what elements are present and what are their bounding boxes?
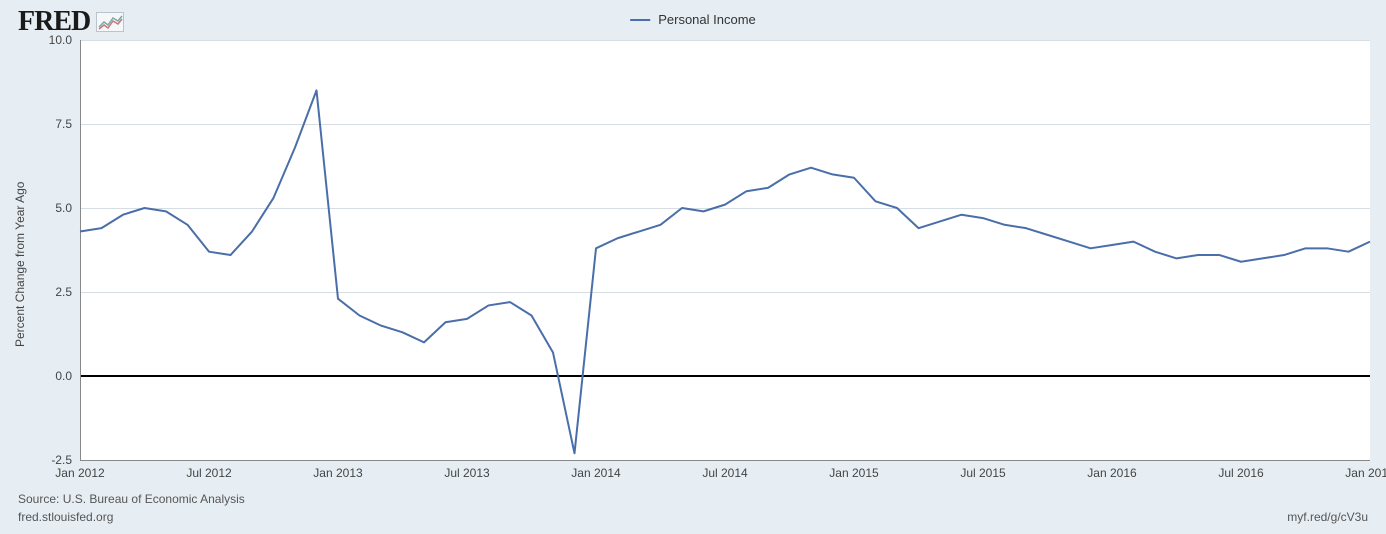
x-tick-label: Jan 2014 xyxy=(566,466,626,480)
x-tick-label: Jan 2015 xyxy=(824,466,884,480)
legend-line-swatch xyxy=(630,19,650,21)
source-text: Source: U.S. Bureau of Economic Analysis xyxy=(18,492,245,506)
y-tick-label: 7.5 xyxy=(32,117,72,131)
y-tick-label: 5.0 xyxy=(32,201,72,215)
gridline xyxy=(80,292,1370,293)
x-tick-label: Jul 2012 xyxy=(179,466,239,480)
x-tick-label: Jan 2016 xyxy=(1082,466,1142,480)
x-tick-label: Jan 2013 xyxy=(308,466,368,480)
y-axis-line xyxy=(80,40,81,460)
legend-label: Personal Income xyxy=(658,12,756,27)
gridline xyxy=(80,40,1370,41)
y-tick-label: -2.5 xyxy=(32,453,72,467)
x-axis-line xyxy=(80,460,1370,461)
y-tick-label: 10.0 xyxy=(32,33,72,47)
x-tick-label: Jul 2016 xyxy=(1211,466,1271,480)
y-axis-title: Percent Change from Year Ago xyxy=(13,147,27,347)
chart-plot-area xyxy=(80,40,1370,460)
y-tick-label: 2.5 xyxy=(32,285,72,299)
x-tick-label: Jul 2015 xyxy=(953,466,1013,480)
zero-line xyxy=(80,375,1370,377)
gridline xyxy=(80,208,1370,209)
legend: Personal Income xyxy=(630,12,756,27)
x-tick-label: Jul 2013 xyxy=(437,466,497,480)
x-tick-label: Jan 2017 xyxy=(1340,466,1386,480)
site-text: fred.stlouisfed.org xyxy=(18,510,113,524)
short-url: myf.red/g/cV3u xyxy=(1287,510,1368,524)
y-tick-label: 0.0 xyxy=(32,369,72,383)
logo-chart-icon xyxy=(96,12,124,32)
x-tick-label: Jan 2012 xyxy=(50,466,110,480)
gridline xyxy=(80,124,1370,125)
x-tick-label: Jul 2014 xyxy=(695,466,755,480)
